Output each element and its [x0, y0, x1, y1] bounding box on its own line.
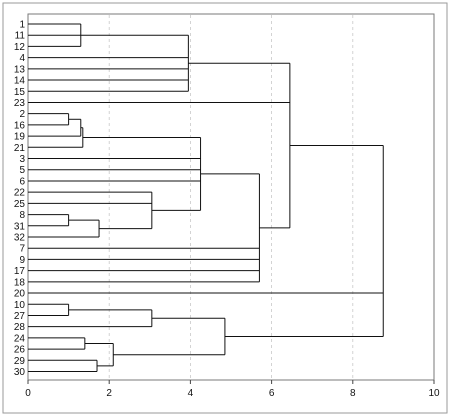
leaf-label-10: 10	[14, 300, 26, 311]
x-tick-label-4: 4	[188, 388, 194, 399]
leaf-label-8: 8	[19, 210, 25, 221]
grid-lines	[108, 15, 354, 379]
leaf-label-23: 23	[14, 98, 26, 109]
leaf-label-19: 19	[14, 132, 26, 143]
x-tick-label-10: 10	[428, 388, 440, 399]
leaf-label-30: 30	[14, 367, 26, 378]
leaf-label-9: 9	[19, 255, 25, 266]
leaf-label-16: 16	[14, 120, 26, 131]
plot-area	[27, 13, 435, 381]
cluster-c18	[28, 145, 384, 337]
leaf-label-12: 12	[14, 42, 26, 53]
leaf-label-17: 17	[14, 266, 26, 277]
x-tick-label-8: 8	[350, 388, 356, 399]
x-tick-label-0: 0	[25, 388, 31, 399]
leaf-labels: 1111241314152321619213562225831327917182…	[14, 20, 26, 379]
outer-frame	[2, 2, 448, 414]
dendrogram-lines	[28, 23, 384, 373]
x-tick-label-2: 2	[106, 388, 112, 399]
leaf-label-21: 21	[14, 143, 26, 154]
leaf-label-25: 25	[14, 199, 26, 210]
leaf-label-3: 3	[19, 154, 25, 165]
leaf-label-24: 24	[14, 333, 26, 344]
leaf-label-32: 32	[14, 232, 26, 243]
leaf-label-6: 6	[19, 176, 25, 187]
leaf-label-2: 2	[19, 109, 25, 120]
cluster-c10	[28, 173, 260, 283]
cluster-c2	[28, 34, 189, 92]
x-axis: 0 2 4 6 8 10	[25, 380, 440, 399]
leaf-label-20: 20	[14, 289, 26, 300]
leaf-label-15: 15	[14, 87, 26, 98]
leaf-label-27: 27	[14, 311, 26, 322]
x-tick-label-6: 6	[269, 388, 275, 399]
cluster-c9	[28, 137, 202, 211]
leaf-label-14: 14	[14, 76, 26, 87]
leaf-label-29: 29	[14, 356, 26, 367]
leaf-label-31: 31	[14, 221, 26, 232]
leaf-label-22: 22	[14, 188, 26, 199]
leaf-label-13: 13	[14, 64, 26, 75]
leaf-label-5: 5	[19, 165, 25, 176]
leaf-label-1: 1	[19, 20, 25, 31]
leaf-label-7: 7	[19, 244, 25, 255]
leaf-label-18: 18	[14, 277, 26, 288]
leaf-label-26: 26	[14, 345, 26, 356]
leaf-label-4: 4	[19, 53, 25, 64]
leaf-label-28: 28	[14, 322, 26, 333]
leaf-label-11: 11	[15, 31, 26, 42]
